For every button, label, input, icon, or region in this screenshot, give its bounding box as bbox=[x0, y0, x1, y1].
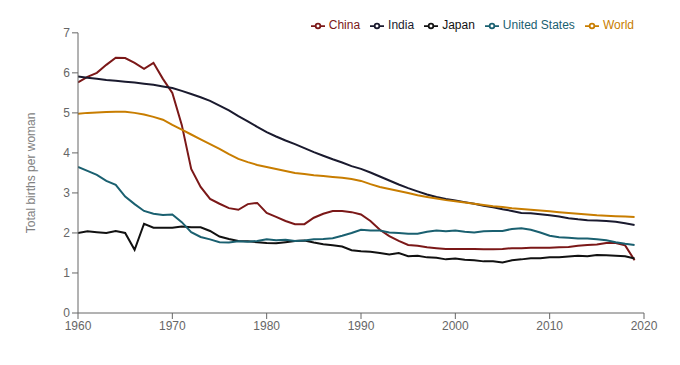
svg-text:1990: 1990 bbox=[348, 319, 375, 333]
svg-text:2: 2 bbox=[63, 226, 70, 240]
html-text:China: China bbox=[328, 18, 361, 32]
svg-text:1: 1 bbox=[63, 266, 70, 280]
svg-text:2010: 2010 bbox=[536, 319, 563, 333]
svg-text:1970: 1970 bbox=[159, 319, 186, 333]
svg-text:7: 7 bbox=[63, 26, 70, 40]
svg-text:4: 4 bbox=[63, 146, 70, 160]
html-text:World: World bbox=[602, 18, 634, 32]
svg-text:0: 0 bbox=[63, 306, 70, 320]
svg-text:1980: 1980 bbox=[253, 319, 280, 333]
svg-text:2020: 2020 bbox=[631, 319, 658, 333]
svg-text:6: 6 bbox=[63, 66, 70, 80]
svg-text:5: 5 bbox=[63, 106, 70, 120]
svg-text:2000: 2000 bbox=[442, 319, 469, 333]
html-text:Japan: Japan bbox=[442, 18, 475, 32]
svg-text:1960: 1960 bbox=[65, 319, 92, 333]
svg-text:3: 3 bbox=[63, 186, 70, 200]
svg-text:Total births per woman: Total births per woman bbox=[24, 113, 38, 234]
html-text:India: India bbox=[388, 18, 415, 32]
html-text:United States: United States bbox=[502, 18, 575, 32]
